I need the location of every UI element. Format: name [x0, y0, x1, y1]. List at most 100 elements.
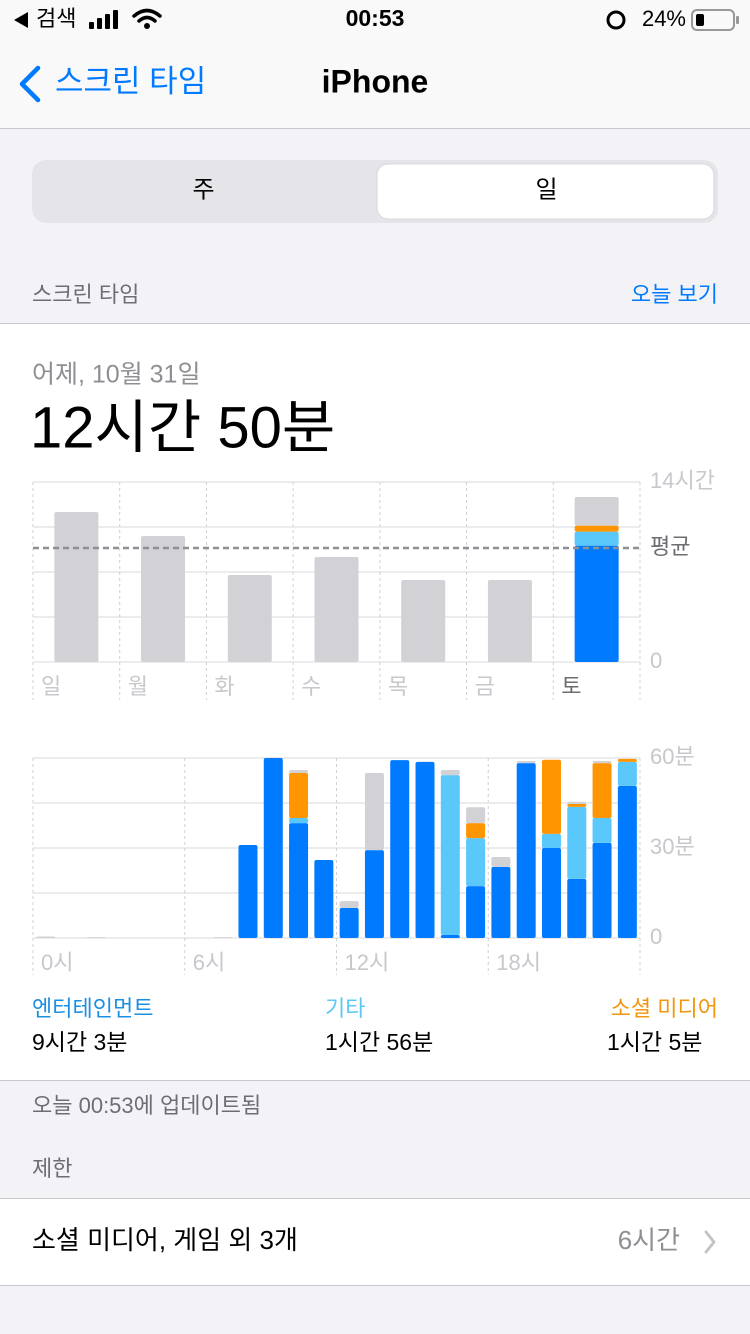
segment-option[interactable]: 주 — [192, 176, 214, 203]
bar-segment — [487, 579, 532, 662]
bar-segment — [592, 818, 612, 843]
limits-value: 6시간 — [618, 1225, 680, 1255]
section-link[interactable]: 오늘 보기 — [631, 282, 718, 307]
x-tick-label: 0시 — [41, 950, 73, 975]
limits-row[interactable] — [0, 1198, 750, 1285]
bar-segment — [36, 936, 56, 938]
battery-icon — [691, 9, 735, 31]
x-tick-label: 18시 — [496, 950, 541, 975]
bar-segment — [466, 823, 486, 839]
summary-total: 12시간 50분 — [30, 395, 335, 460]
updated-note: 오늘 00:53에 업데이트됨 — [32, 1093, 261, 1118]
nav-back[interactable]: 스크린 타임 — [55, 64, 206, 99]
bar-segment — [289, 823, 309, 938]
bar-segment — [339, 908, 359, 938]
y-tick-label: 0 — [650, 924, 662, 949]
bar-segment — [263, 758, 283, 938]
bar-segment — [567, 801, 587, 804]
limits-item[interactable]: 소셜 미디어, 게임 외 3개 — [32, 1225, 298, 1255]
bar-segment — [364, 850, 384, 938]
bar-segment — [415, 761, 435, 938]
bar-segment — [314, 556, 359, 662]
segment-option[interactable]: 일 — [535, 176, 557, 203]
bar-segment — [567, 803, 587, 807]
bar-segment — [541, 759, 561, 834]
section-title: 스크린 타임 — [32, 282, 139, 307]
bar-segment — [617, 758, 637, 762]
bar-segment — [592, 763, 612, 818]
bar-segment — [289, 773, 309, 818]
average-label: 평균 — [650, 534, 690, 559]
status-time: 00:53 — [346, 5, 405, 31]
bar-segment — [339, 901, 359, 908]
bar-segment — [440, 775, 460, 935]
bar-segment — [574, 497, 619, 526]
legend-total: 1시간 56분 — [325, 1029, 433, 1055]
bar-segment — [289, 818, 309, 824]
summary-date: 어제, 10월 31일 — [32, 361, 200, 389]
bar-segment — [466, 886, 486, 938]
x-tick-label: 월 — [128, 674, 148, 699]
bar-segment — [401, 579, 446, 662]
bar-segment — [213, 937, 233, 938]
bar-segment — [390, 760, 410, 938]
bar-segment — [466, 807, 486, 824]
bar-segment — [238, 845, 258, 938]
back-triangle — [14, 12, 28, 28]
bar-segment — [516, 761, 536, 764]
card — [0, 323, 750, 1080]
bar-segment — [574, 531, 619, 546]
battery-text: 24% — [642, 6, 686, 31]
x-tick-label: 수 — [301, 674, 321, 699]
wifi-icon — [132, 8, 162, 23]
bar-segment — [54, 511, 99, 662]
bar-segment — [466, 838, 486, 887]
bar-segment — [592, 842, 612, 938]
wifi-dot — [144, 23, 150, 29]
legend-name: 기타 — [325, 996, 365, 1021]
bar-segment — [567, 878, 587, 938]
bar-segment — [86, 937, 106, 938]
bar-segment — [314, 860, 334, 938]
battery-level — [696, 14, 704, 26]
battery-tip — [736, 16, 739, 24]
bar-segment — [141, 536, 186, 662]
x-tick-label: 일 — [41, 674, 61, 699]
nav-title: iPhone — [322, 63, 429, 99]
x-tick-label: 화 — [214, 674, 234, 699]
x-tick-label: 6시 — [193, 950, 225, 975]
bar-segment — [617, 761, 637, 786]
bar-segment — [592, 761, 612, 764]
bar-segment — [364, 773, 384, 851]
bar-segment — [567, 806, 587, 879]
segment-selected[interactable] — [376, 163, 715, 220]
bar-segment — [289, 770, 309, 773]
bar-segment — [617, 785, 637, 938]
signal-icon — [89, 10, 118, 29]
status-back[interactable]: 검색 — [36, 6, 76, 31]
bar-segment — [516, 763, 536, 938]
y-tick-label: 30분 — [650, 834, 695, 859]
bar-segment — [440, 770, 460, 776]
legend-total: 1시간 5분 — [607, 1029, 702, 1055]
bar-segment — [574, 525, 619, 532]
legend-name: 엔터테인먼트 — [32, 996, 153, 1021]
bar-segment — [227, 574, 272, 662]
bar-segment — [440, 935, 460, 938]
limits-header: 제한 — [32, 1156, 72, 1181]
legend-name: 소셜 미디어 — [611, 996, 718, 1021]
x-tick-label: 12시 — [345, 950, 390, 975]
y-tick-label: 0 — [650, 648, 662, 673]
bar-segment — [491, 857, 511, 867]
bar-segment — [541, 833, 561, 848]
y-tick-label: 14시간 — [650, 468, 715, 493]
back-chevron[interactable] — [19, 65, 41, 103]
legend-total: 9시간 3분 — [32, 1029, 127, 1055]
chevron — [704, 1230, 716, 1254]
bar-segment — [491, 866, 511, 938]
x-tick-label: 토 — [561, 674, 581, 699]
x-tick-label: 목 — [388, 674, 408, 699]
